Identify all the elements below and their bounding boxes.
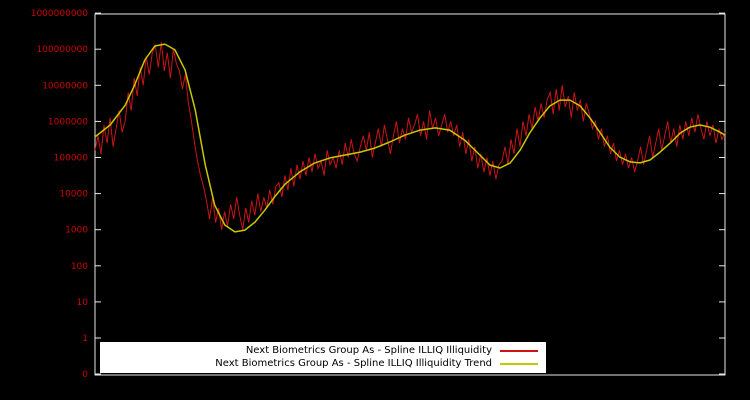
legend-label-illiq: Next Biometrics Group As - Spline ILLIQ … [245, 345, 492, 356]
series-illiq-line [94, 41, 726, 230]
y-tick-label: 10 [77, 298, 89, 308]
legend-item-illiq: Next Biometrics Group As - Spline ILLIQ … [108, 344, 538, 357]
legend-line-trend [500, 362, 538, 365]
legend: Next Biometrics Group As - Spline ILLIQ … [100, 342, 546, 373]
plot-border [94, 13, 726, 376]
y-tick-label: 100000000 [36, 45, 88, 55]
y-tick-label: 1000 [65, 226, 88, 236]
y-tick-label: 1000000 [48, 117, 88, 127]
y-tick-label: 1000000000 [31, 9, 89, 19]
y-tick-label: 0 [82, 370, 88, 380]
y-tick-label: 10000000 [42, 81, 88, 91]
series-trend-line [94, 43, 726, 233]
y-tick-label: 10000 [59, 190, 88, 200]
legend-line-illiq [500, 349, 538, 352]
y-tick-label: 100 [71, 262, 88, 272]
y-tick-label: 1 [82, 334, 88, 344]
y-tick-label: 100000 [54, 154, 89, 164]
legend-label-trend: Next Biometrics Group As - Spline ILLIQ … [215, 358, 492, 369]
legend-item-trend: Next Biometrics Group As - Spline ILLIQ … [108, 357, 538, 370]
